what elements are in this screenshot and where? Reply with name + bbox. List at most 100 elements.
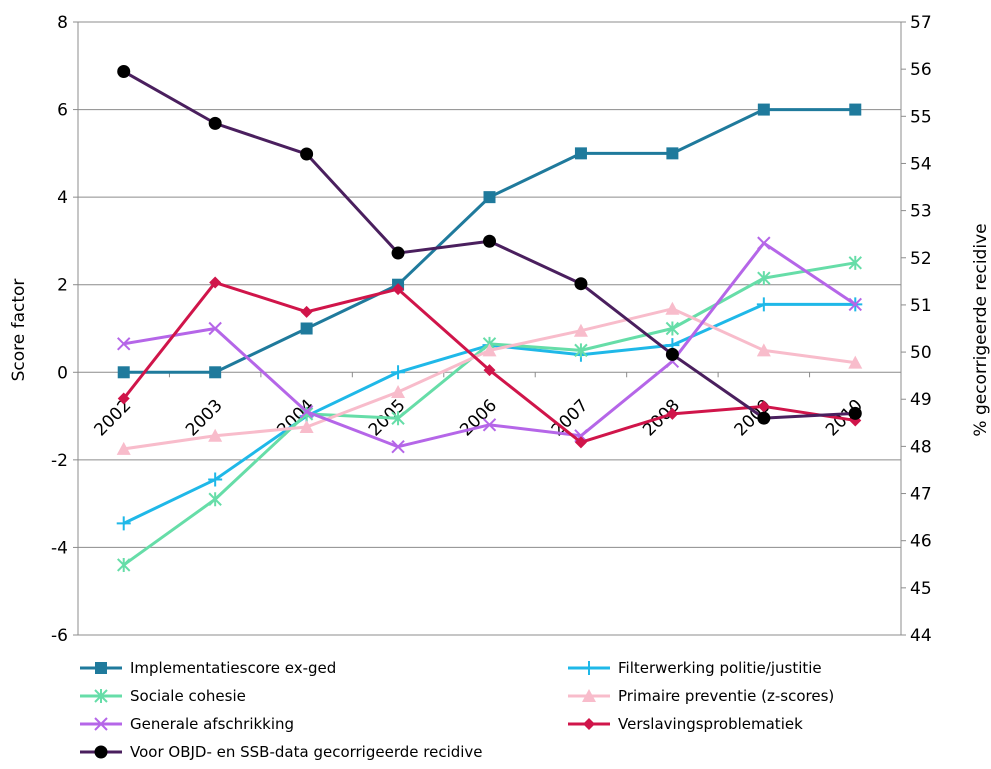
data-point bbox=[208, 492, 222, 507]
data-point bbox=[574, 277, 588, 291]
data-point bbox=[208, 428, 223, 442]
series-layer bbox=[116, 65, 863, 572]
data-point bbox=[300, 305, 313, 318]
data-point bbox=[117, 65, 131, 79]
data-point bbox=[482, 343, 497, 357]
left-axis-ticks: -6 -4 -2 0 2 4 6 8 bbox=[51, 13, 78, 646]
right-tick-label: 57 bbox=[910, 13, 932, 33]
data-point bbox=[392, 283, 405, 296]
data-point bbox=[757, 236, 771, 250]
data-point bbox=[117, 557, 131, 572]
data-point bbox=[848, 355, 863, 369]
legend-swatch-marker bbox=[582, 689, 596, 702]
right-tick-label: 55 bbox=[910, 107, 932, 127]
legend-swatch bbox=[80, 745, 122, 759]
legend-swatch-marker bbox=[94, 689, 108, 703]
data-point bbox=[208, 321, 222, 336]
data-point bbox=[117, 392, 130, 405]
legend-swatch-marker bbox=[94, 745, 108, 759]
data-point bbox=[300, 322, 313, 335]
data-point bbox=[756, 297, 771, 312]
y-axis-title-left: Score factor bbox=[9, 279, 29, 382]
legend-label: Voor OBJD- en SSB-data gecorrigeerde rec… bbox=[130, 743, 483, 761]
legend: Implementatiescore ex-ged Filterwerking p… bbox=[80, 656, 980, 766]
right-tick-label: 54 bbox=[910, 154, 932, 174]
legend-item: Primaire preventie (z-scores) bbox=[568, 684, 834, 708]
data-point bbox=[116, 441, 131, 455]
data-point bbox=[391, 365, 406, 380]
right-tick-label: 50 bbox=[910, 343, 932, 363]
left-tick-label: -4 bbox=[51, 538, 68, 558]
data-point bbox=[483, 364, 496, 377]
x-tick-label: 2002 bbox=[91, 396, 136, 441]
left-tick-label: -2 bbox=[51, 451, 68, 471]
x-tick-label: 2006 bbox=[456, 396, 501, 441]
series-4 bbox=[117, 236, 862, 454]
right-tick-label: 53 bbox=[910, 202, 932, 222]
data-point bbox=[391, 246, 405, 260]
data-point bbox=[391, 440, 405, 454]
data-point bbox=[756, 343, 771, 357]
data-point bbox=[116, 516, 131, 531]
right-tick-label: 48 bbox=[910, 437, 932, 457]
legend-label: Sociale cohesie bbox=[130, 687, 246, 705]
data-point bbox=[483, 234, 496, 248]
data-point bbox=[208, 116, 222, 130]
data-point bbox=[848, 297, 862, 312]
left-tick-label: 4 bbox=[57, 188, 68, 208]
legend-label: Verslavingsproblematiek bbox=[618, 715, 803, 733]
data-point bbox=[208, 472, 223, 487]
right-tick-label: 52 bbox=[910, 249, 932, 269]
data-point bbox=[757, 411, 771, 425]
data-point bbox=[849, 103, 862, 116]
data-point bbox=[757, 400, 770, 413]
data-point bbox=[391, 411, 405, 426]
data-point bbox=[117, 366, 130, 379]
right-tick-label: 56 bbox=[910, 60, 932, 80]
legend-label: Implementatiescore ex-ged bbox=[130, 659, 337, 677]
legend-swatch bbox=[80, 689, 122, 703]
data-point bbox=[666, 147, 679, 160]
legend-swatch bbox=[568, 689, 610, 702]
data-point bbox=[209, 366, 222, 379]
left-tick-label: 0 bbox=[57, 363, 68, 383]
legend-item: Filterwerking politie/justitie bbox=[568, 656, 822, 680]
data-point bbox=[757, 271, 771, 286]
right-axis-ticks: 44 45 46 47 48 49 50 51 52 53 54 55 56 57 bbox=[901, 13, 932, 646]
data-point bbox=[666, 407, 679, 420]
legend-item: Implementatiescore ex-ged bbox=[80, 656, 336, 680]
legend-swatch bbox=[80, 717, 122, 731]
data-point bbox=[757, 103, 770, 116]
legend-item: Generale afschrikking bbox=[80, 712, 294, 736]
left-tick-label: 2 bbox=[57, 276, 68, 296]
data-point bbox=[391, 384, 406, 398]
data-point bbox=[848, 255, 862, 270]
data-point bbox=[209, 276, 222, 289]
right-tick-label: 49 bbox=[910, 390, 932, 410]
left-tick-label: -6 bbox=[51, 626, 68, 646]
legend-swatch bbox=[80, 662, 122, 674]
data-point bbox=[117, 337, 131, 351]
data-point bbox=[574, 436, 587, 449]
legend-item: Sociale cohesie bbox=[80, 684, 246, 708]
legend-label: Generale afschrikking bbox=[130, 715, 295, 733]
left-tick-label: 6 bbox=[57, 101, 68, 121]
legend-item: Verslavingsproblematiek bbox=[568, 712, 803, 736]
y-axis-title-right: % gecorrigeerde recidive bbox=[971, 223, 991, 436]
legend-label: Filterwerking politie/justitie bbox=[618, 659, 822, 677]
right-tick-label: 47 bbox=[910, 485, 932, 505]
right-tick-label: 44 bbox=[910, 626, 932, 646]
legend-swatch bbox=[568, 718, 610, 730]
data-point bbox=[573, 323, 588, 337]
axes bbox=[77, 22, 902, 636]
data-point bbox=[299, 420, 314, 434]
data-point bbox=[483, 191, 496, 204]
legend-swatch bbox=[568, 661, 610, 675]
legend-label: Primaire preventie (z-scores) bbox=[618, 687, 835, 705]
series-6 bbox=[117, 65, 862, 425]
data-point bbox=[482, 418, 497, 432]
left-tick-label: 8 bbox=[57, 13, 68, 33]
data-point bbox=[574, 343, 588, 358]
legend-swatch-marker bbox=[95, 662, 107, 674]
